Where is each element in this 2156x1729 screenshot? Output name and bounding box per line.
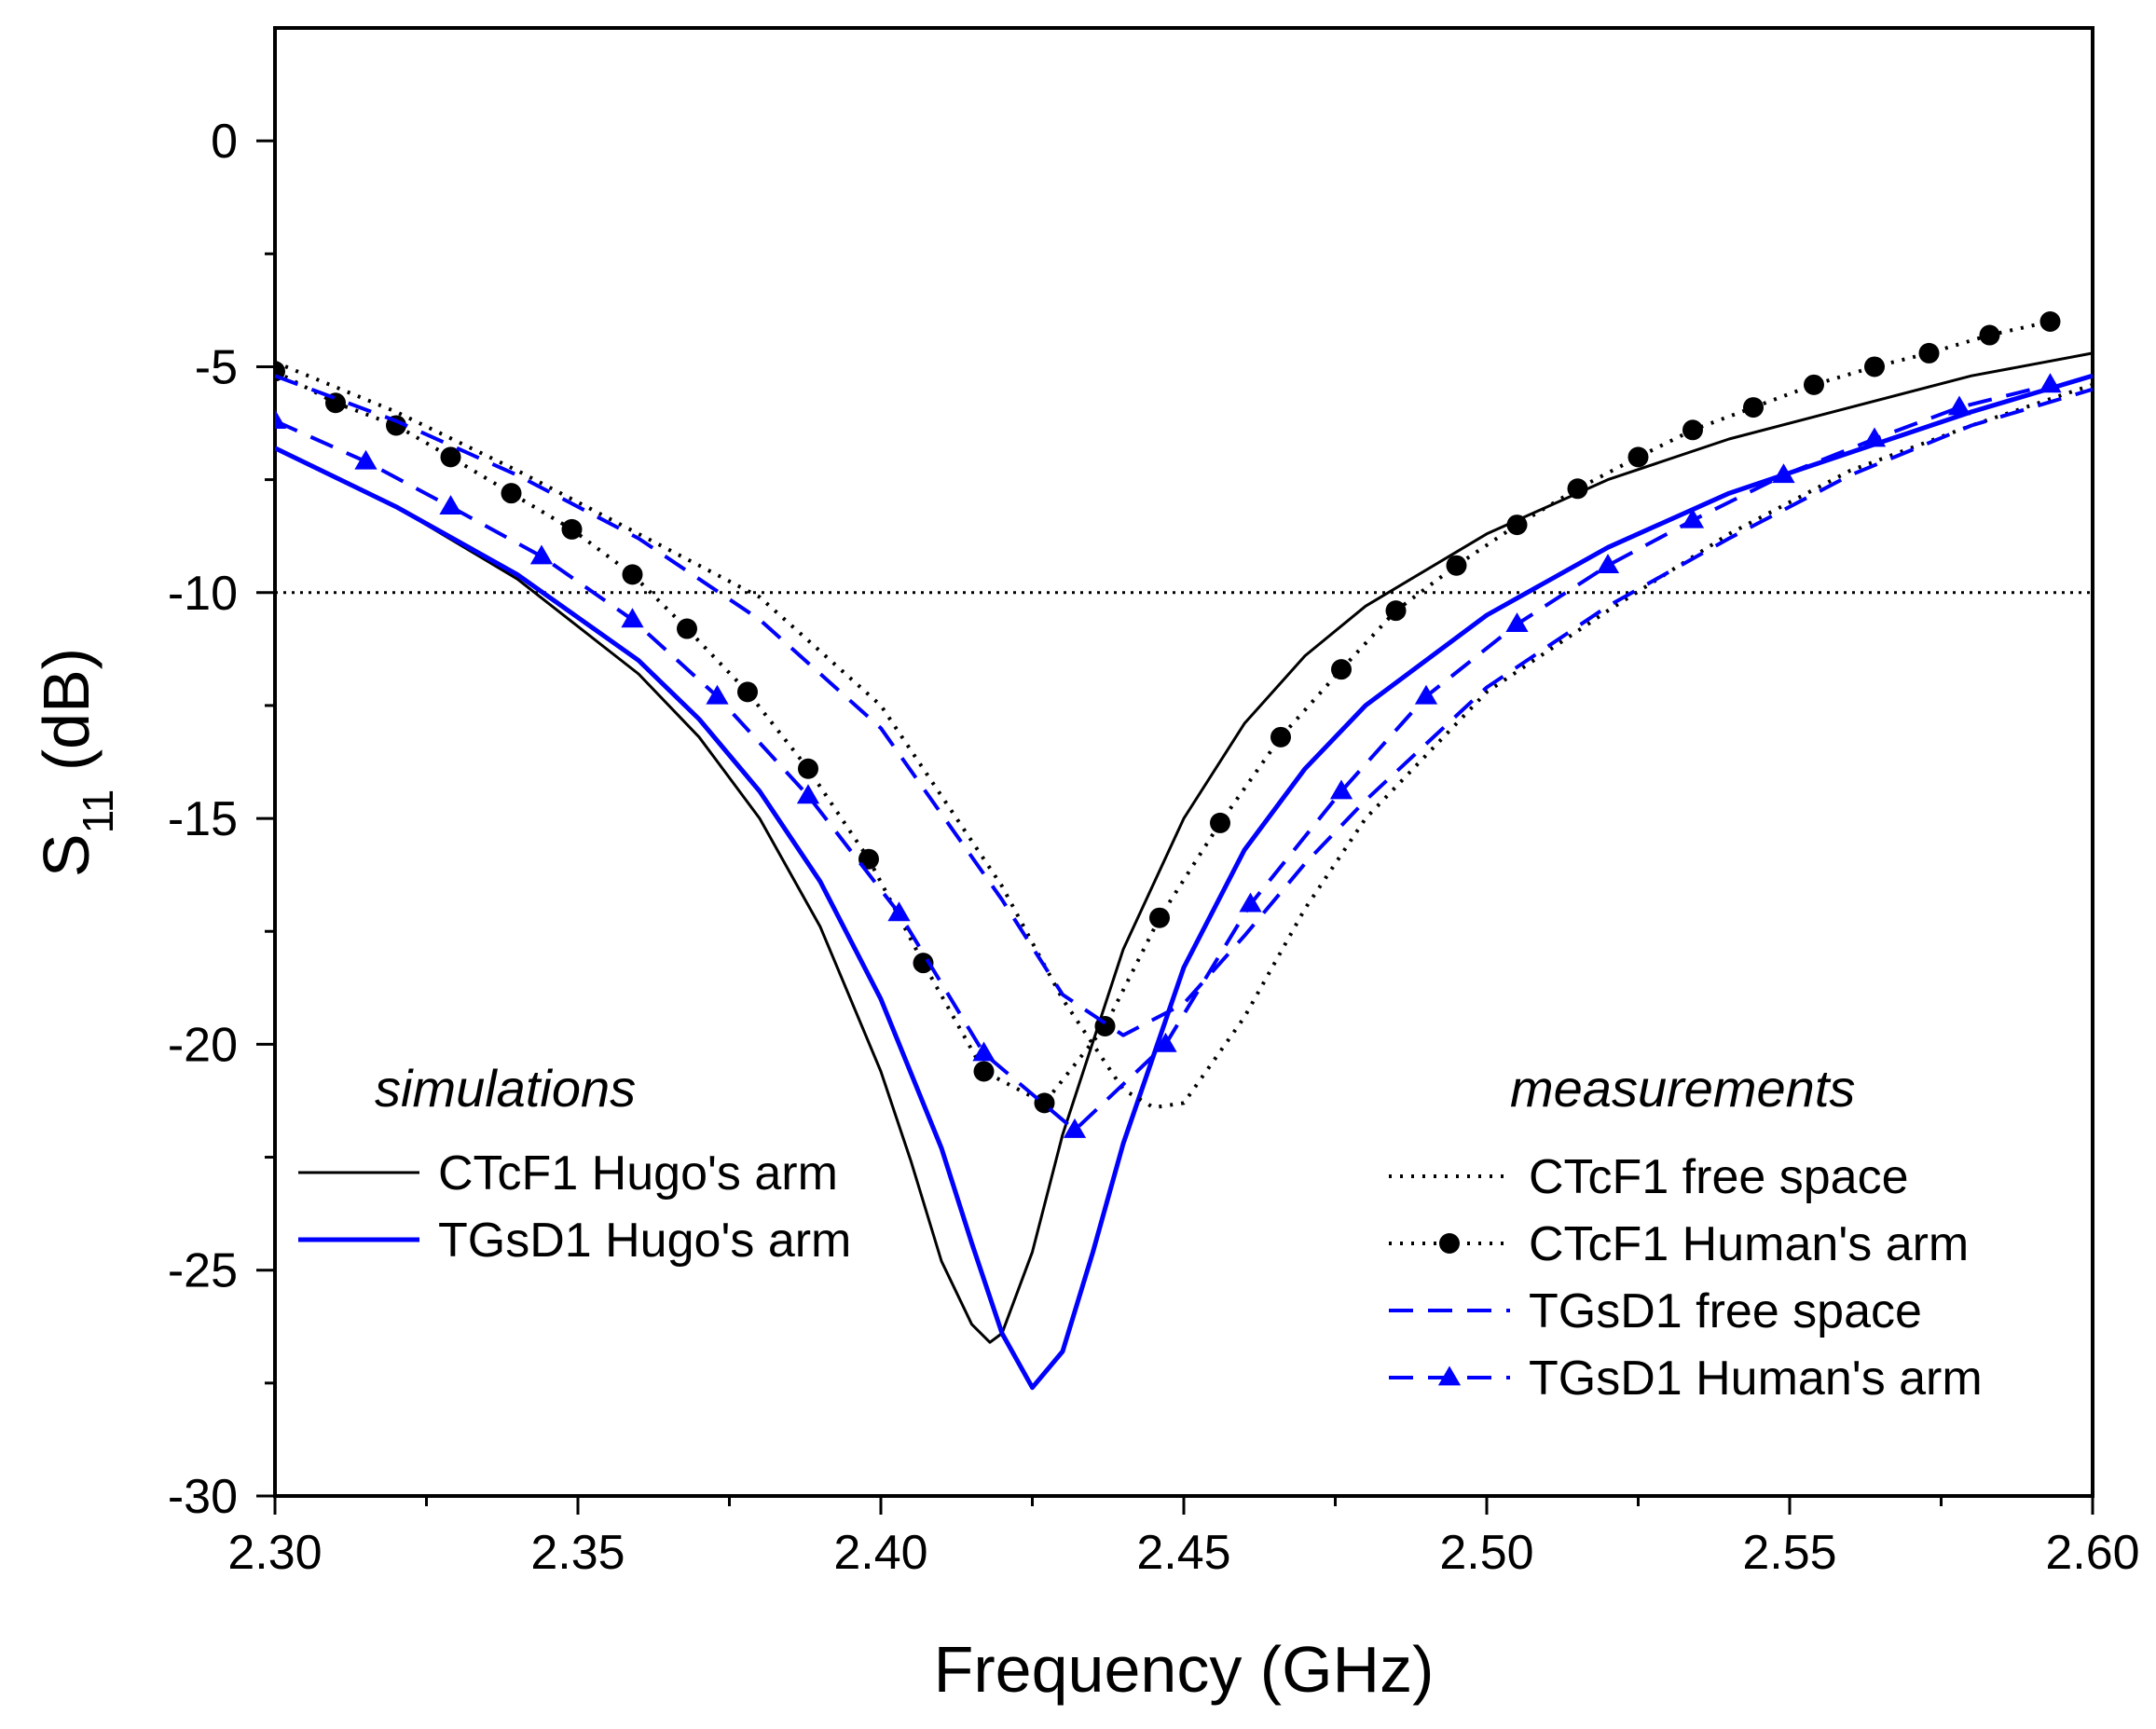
legend-item-s0: CTcF1 Hugo's arm: [298, 1146, 838, 1201]
y-tick-label: -20: [168, 1018, 238, 1072]
data-point: [2039, 311, 2061, 332]
series-2: [275, 360, 2093, 1110]
data-point: [1506, 515, 1528, 536]
data-point: [439, 495, 462, 515]
data-point: [973, 1061, 995, 1082]
data-point: [529, 544, 554, 565]
data-point: [796, 784, 820, 804]
data-point: [1210, 812, 1230, 833]
series-3: [275, 311, 2061, 1114]
group-label-simulations: simulations: [375, 1059, 636, 1118]
data-point: [1864, 356, 1885, 377]
series-line-4: [275, 374, 2093, 1037]
data-point: [1804, 374, 1824, 395]
y-axis-title-main: S: [30, 833, 103, 877]
y-tick-label: -25: [168, 1244, 238, 1298]
data-point: [913, 953, 934, 974]
legend-item-m0: CTcF1 free space: [1389, 1150, 1909, 1204]
data-point: [1063, 1118, 1087, 1138]
y-axis-title-unit: (dB): [30, 648, 103, 789]
data-point: [1772, 463, 1795, 484]
series-4: [275, 374, 2093, 1037]
data-point: [1446, 555, 1467, 576]
data-point: [621, 608, 644, 628]
data-point: [1596, 554, 1620, 574]
data-point: [440, 446, 461, 468]
series-line-2: [275, 360, 2093, 1110]
group-label-measurements: measurements: [1510, 1059, 1855, 1118]
data-point: [2039, 373, 2062, 393]
data-point: [354, 449, 378, 470]
data-point: [1239, 892, 1262, 913]
data-point: [798, 758, 818, 779]
data-point: [1154, 1032, 1177, 1052]
legend-item-m2: TGsD1 free space: [1389, 1284, 1922, 1338]
legend-item-s1: TGsD1 Hugo's arm: [298, 1214, 851, 1268]
x-tick-label: 2.60: [2045, 1526, 2139, 1580]
ticks-layer: 2.30 2.35 2.40 2.45 2.50 2.55 2.60 0 -5 -10 -15 -20…: [168, 115, 2140, 1580]
y-tick-label: -10: [168, 567, 238, 621]
x-tick-label: 2.30: [227, 1526, 322, 1580]
series-line-3: [275, 320, 2051, 1105]
x-tick-label: 2.45: [1136, 1526, 1230, 1580]
data-point: [887, 901, 911, 922]
x-tick-label: 2.40: [833, 1526, 927, 1580]
y-tick-label: -5: [195, 340, 238, 394]
data-point: [1034, 1092, 1055, 1114]
data-point: [1681, 508, 1705, 528]
data-point: [275, 409, 287, 429]
legend-item-m1: CTcF1 Human's arm: [1389, 1217, 1969, 1271]
data-point: [1682, 419, 1703, 441]
data-point: [1505, 612, 1529, 633]
legend-label: TGsD1 Hugo's arm: [438, 1214, 851, 1268]
y-tick-label: 0: [211, 115, 238, 169]
data-point: [1414, 684, 1438, 705]
series-1: [275, 373, 2093, 1391]
data-point: [561, 518, 583, 540]
y-tick-label: -30: [168, 1470, 238, 1524]
data-point: [1270, 726, 1291, 748]
legend-item-m3: TGsD1 Human's arm: [1389, 1352, 1983, 1406]
data-point: [1627, 446, 1649, 468]
legend-marker: [1439, 1233, 1460, 1254]
y-tick-label: -15: [168, 792, 238, 846]
x-tick-label: 2.55: [1742, 1526, 1836, 1580]
x-tick-label: 2.35: [530, 1526, 625, 1580]
series-line-1: [275, 373, 2093, 1391]
legend-label: TGsD1 free space: [1529, 1284, 1922, 1338]
data-point: [737, 681, 758, 703]
y-axis-title-sub: 11: [74, 789, 122, 834]
data-point: [1862, 427, 1887, 447]
data-point: [1329, 779, 1353, 800]
legend-label: CTcF1 Human's arm: [1529, 1217, 1969, 1271]
legend-label: CTcF1 free space: [1529, 1150, 1909, 1204]
data-point: [972, 1041, 996, 1062]
legend-marker: [1437, 1365, 1462, 1386]
data-point: [1743, 397, 1764, 419]
data-point: [501, 483, 522, 504]
data-point: [1947, 395, 1971, 416]
data-point: [622, 564, 643, 585]
legend-label: CTcF1 Hugo's arm: [438, 1146, 838, 1201]
data-point: [858, 848, 879, 870]
data-point: [1149, 907, 1170, 928]
y-axis-title: S11 (dB): [30, 648, 122, 877]
data-point: [1979, 324, 2000, 346]
legend-label: TGsD1 Human's arm: [1529, 1352, 1983, 1406]
data-point: [1385, 600, 1407, 622]
x-axis-title: Frequency (GHz): [934, 1633, 1435, 1706]
x-tick-label: 2.50: [1439, 1526, 1533, 1580]
data-point: [1918, 342, 1940, 364]
plot-frame: [273, 26, 2094, 1498]
series-layer: [275, 311, 2093, 1391]
data-point: [1331, 659, 1352, 680]
series-line-5: [275, 382, 2051, 1132]
series-5: [275, 373, 2062, 1138]
data-point: [1567, 478, 1588, 500]
legend: CTcF1 Hugo's arm TGsD1 Hugo's arm CTcF1 fr…: [298, 1146, 1983, 1406]
data-point: [706, 684, 729, 705]
data-point: [677, 618, 697, 639]
